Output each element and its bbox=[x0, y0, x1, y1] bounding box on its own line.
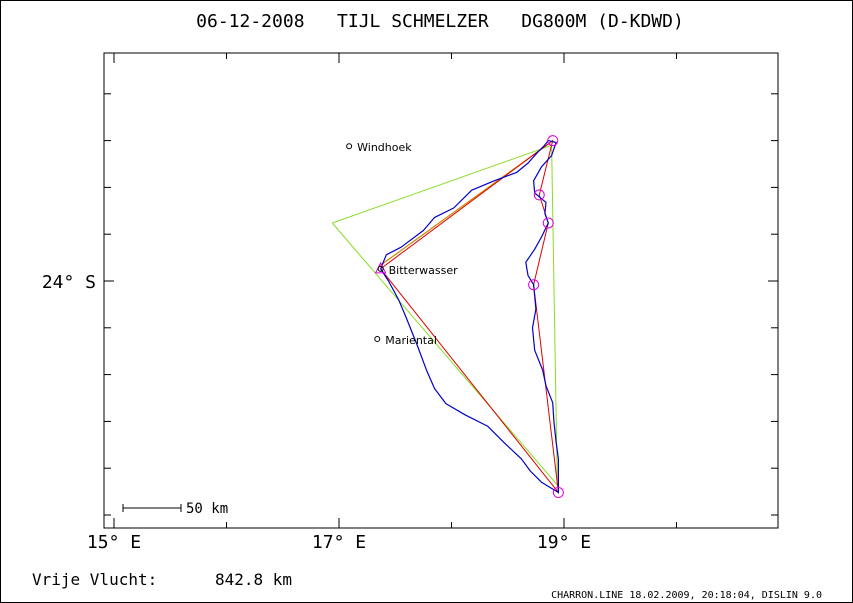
place-label: Bitterwasser bbox=[389, 264, 458, 277]
map-frame bbox=[103, 52, 779, 529]
scale-bar: 50 km bbox=[122, 501, 228, 517]
turnpoint-circle-icon bbox=[552, 487, 564, 499]
footer-credit: CHARRON.LINE 18.02.2009, 20:18:04, DISLI… bbox=[551, 590, 822, 601]
y-tick-label: 24° S bbox=[42, 272, 96, 293]
triangle-line bbox=[331, 144, 558, 487]
turnpoint-circle-icon bbox=[547, 135, 559, 147]
place-label: Mariental bbox=[385, 334, 437, 347]
place-dot-icon bbox=[346, 143, 353, 150]
distance-label: Vrije Vlucht: bbox=[32, 570, 157, 589]
turnpoint-circle-icon bbox=[528, 279, 540, 291]
turnpoint-circle-icon bbox=[533, 189, 545, 201]
place-markers: Windhoek Bitterwasser Mariental bbox=[346, 141, 458, 347]
fai-triangle bbox=[331, 144, 558, 487]
place-dot-icon bbox=[377, 265, 384, 272]
x-tick-label: 19° E bbox=[537, 532, 591, 553]
axis-labels: 15° E 17° E 19° E 24° S bbox=[42, 272, 591, 553]
turnpoints bbox=[528, 135, 564, 499]
turnpoint-circle-icon bbox=[542, 217, 554, 229]
scale-bar-label: 50 km bbox=[186, 501, 228, 517]
place-dot-icon bbox=[374, 336, 381, 343]
flight-title: 06-12-2008 TIJL SCHMELZER DG800M (D-KDWD… bbox=[196, 11, 684, 32]
axis-ticks bbox=[104, 53, 778, 528]
x-tick-label: 15° E bbox=[87, 532, 141, 553]
distance-value: 842.8 km bbox=[215, 570, 292, 589]
x-tick-label: 17° E bbox=[312, 532, 366, 553]
place-label: Windhoek bbox=[357, 141, 412, 154]
